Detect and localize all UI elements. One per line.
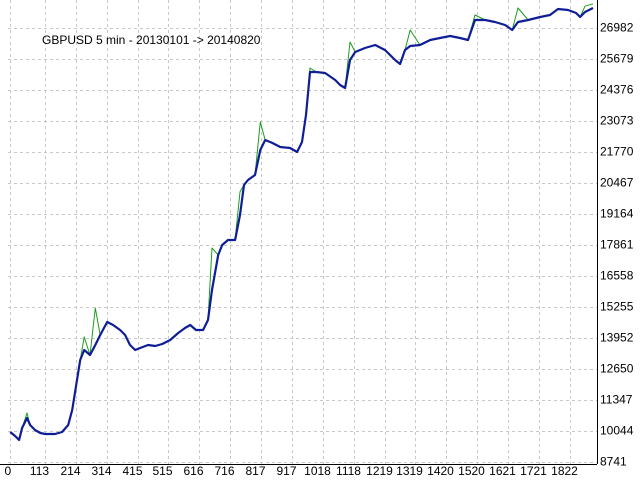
x-tick-label: 917 [276,464,296,478]
x-tick-label: 0 [5,464,12,478]
series-line [9,7,594,442]
x-tick-label: 515 [152,464,172,478]
x-tick-label: 817 [245,464,265,478]
x-tick-label: 1822 [551,464,578,478]
y-tick-label: 25679 [600,52,634,66]
y-tick-label: 19164 [600,207,634,221]
y-tick-label: 20467 [600,176,634,190]
plot [9,3,594,442]
y-tick-label: 15255 [600,300,634,314]
y-tick-label: 8741 [600,455,627,469]
y-tick-label: 21770 [600,145,634,159]
x-tick-label: 1721 [520,464,547,478]
y-tick-label: 23073 [600,114,634,128]
y-tick-label: 10044 [600,424,634,438]
y-tick-label: 16558 [600,269,634,283]
x-tick-label: 1319 [396,464,423,478]
x-tick-label: 1520 [458,464,485,478]
x-tick-label: 1621 [489,464,516,478]
x-tick-label: 314 [91,464,111,478]
y-tick-label: 13952 [600,331,634,345]
x-tick-label: 113 [30,464,49,478]
x-tick-label: 616 [183,464,203,478]
y-tick-label: 11347 [600,393,633,407]
x-tick-label: 1219 [366,464,393,478]
y-tick-label: 12650 [600,362,634,376]
x-tick-label: 214 [60,464,80,478]
x-tick-label: 1118 [336,464,361,478]
y-tick-label: 26982 [600,21,634,35]
x-tick-label: 716 [214,464,234,478]
y-tick-label: 17861 [600,238,634,252]
y-tick-label: 24376 [600,83,634,97]
x-tick-label: 1018 [304,464,331,478]
x-tick-label: 1420 [427,464,454,478]
x-tick-label: 415 [122,464,142,478]
annotation: GBPUSD 5 min - 20130101 -> 20140820 [42,33,261,47]
